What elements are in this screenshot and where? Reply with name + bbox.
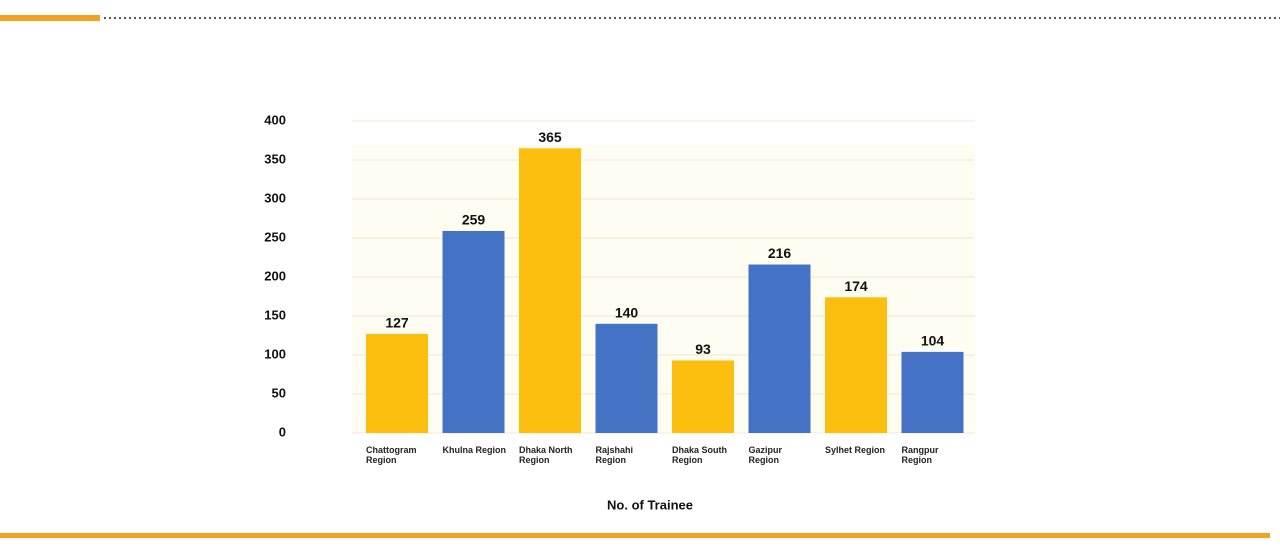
y-tick-label: 350 [264, 151, 286, 166]
bar [366, 333, 428, 433]
bar [748, 264, 811, 433]
y-tick-label: 200 [264, 268, 286, 283]
data-label: 93 [695, 341, 711, 357]
x-tick-label: Rangpur Region [901, 445, 939, 465]
x-tick-label: Chattogram Region [366, 445, 417, 465]
data-label: 259 [462, 212, 486, 228]
bar [901, 351, 964, 433]
data-label: 127 [385, 315, 409, 331]
bar [595, 323, 658, 433]
data-label: 216 [768, 245, 792, 261]
x-tick-label: Rajshahi Region [595, 445, 634, 465]
y-tick-label: 250 [264, 229, 286, 244]
data-label: 104 [921, 333, 945, 349]
x-axis-label: No. of Trainee [607, 497, 693, 512]
x-tick-label: Dhaka South Region [672, 445, 728, 465]
data-label: 365 [538, 129, 562, 145]
bar [519, 148, 581, 434]
data-label: 140 [615, 305, 639, 321]
y-tick-label: 100 [264, 346, 286, 361]
y-tick-label: 400 [264, 112, 286, 127]
data-label: 174 [844, 278, 868, 294]
y-tick-label: 150 [264, 307, 286, 322]
y-tick-label: 50 [272, 385, 286, 400]
footer-rule [0, 533, 1270, 538]
header-accent [0, 15, 100, 21]
x-tick-label: Sylhet Region [825, 445, 886, 455]
bar [672, 360, 734, 433]
bar [442, 230, 505, 433]
x-tick-label: Dhaka North Region [519, 445, 573, 465]
y-tick-label: 0 [279, 424, 286, 439]
bar [825, 297, 887, 433]
x-tick-label: Khulna Region [442, 445, 507, 455]
y-tick-label: 300 [264, 190, 286, 205]
x-tick-label: Gazipur Region [748, 445, 783, 465]
